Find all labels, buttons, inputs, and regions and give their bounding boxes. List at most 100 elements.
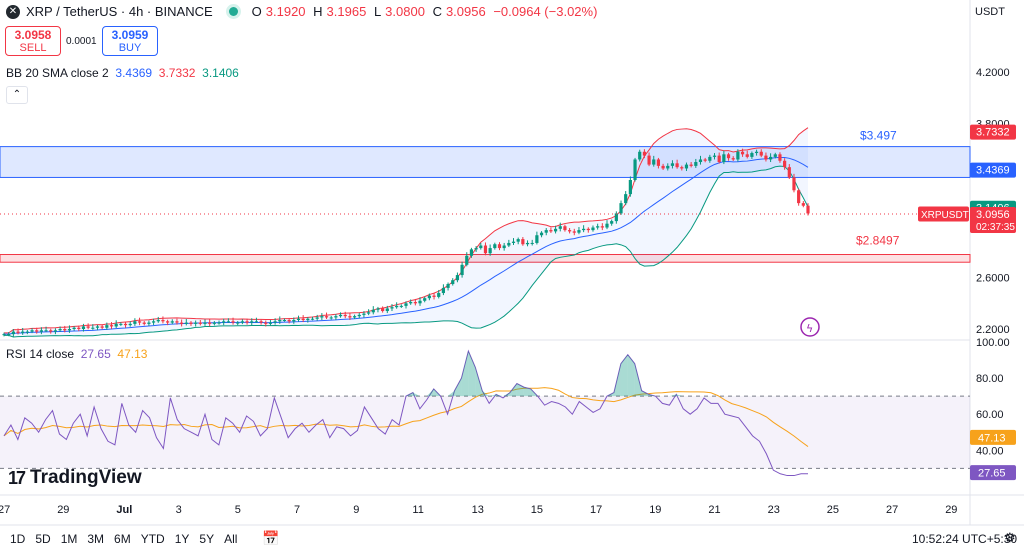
calendar-icon[interactable]: 📅 — [262, 530, 280, 546]
rsi-band — [0, 396, 970, 469]
candle — [240, 321, 244, 323]
candle — [605, 223, 609, 228]
rsi-overbought-fill — [620, 354, 628, 397]
candle — [324, 316, 329, 318]
candle — [614, 213, 618, 222]
candle — [511, 241, 516, 243]
rsi-overbought-fill — [634, 363, 642, 397]
candle — [521, 239, 525, 245]
candle — [535, 235, 539, 243]
candle — [750, 153, 754, 157]
rsi-overbought-fill — [475, 367, 483, 397]
candle — [282, 320, 287, 322]
time-tick: 27 — [886, 504, 898, 516]
timeframe-1y[interactable]: 1Y — [174, 532, 190, 546]
candle — [553, 228, 558, 232]
candle — [610, 221, 614, 224]
clock-readout[interactable]: 10:52:24 UTC+5:30 — [912, 532, 1018, 546]
rsi-overbought-fill — [648, 394, 656, 397]
candle — [652, 159, 656, 165]
candle — [437, 293, 441, 297]
candle — [259, 321, 263, 323]
sell-button[interactable]: 3.0958 SELL — [5, 26, 61, 56]
candle — [675, 163, 679, 168]
zone-0 — [0, 146, 971, 178]
timeframe-ytd[interactable]: YTD — [140, 532, 165, 546]
candle — [310, 318, 315, 320]
candle — [67, 329, 72, 331]
price-label: 3.7332 — [976, 127, 1010, 139]
candle — [371, 309, 375, 313]
candle — [81, 326, 86, 330]
candle — [203, 322, 207, 324]
candle — [586, 228, 590, 231]
candle — [694, 162, 698, 166]
candle — [147, 322, 151, 324]
candle — [773, 154, 777, 157]
timeframe-1m[interactable]: 1M — [60, 532, 78, 546]
bollinger-legend[interactable]: BB 20 SMA close 2 3.4369 3.7332 3.1406 — [6, 66, 239, 80]
candle — [395, 305, 399, 308]
candle — [123, 323, 128, 326]
rsi-tick: 100.00 — [976, 337, 1010, 349]
timeframe-all[interactable]: All — [224, 532, 238, 546]
timeframe-1d[interactable]: 1D — [10, 532, 26, 546]
time-tick: 25 — [827, 504, 839, 516]
candle — [376, 308, 380, 310]
rsi-line — [3, 349, 808, 477]
candle — [217, 322, 221, 324]
candle — [633, 159, 637, 181]
candle — [320, 316, 324, 318]
buy-button[interactable]: 3.0959 BUY — [102, 26, 158, 56]
time-tick: 17 — [590, 504, 602, 516]
candle — [105, 325, 109, 328]
candle — [184, 322, 188, 324]
candle — [137, 321, 142, 323]
candle — [568, 230, 572, 232]
candle — [95, 326, 100, 328]
rsi-legend[interactable]: RSI 14 close 27.65 47.13 — [6, 347, 148, 361]
timeframe-3m[interactable]: 3M — [87, 532, 105, 546]
rsi-overbought-fill — [412, 392, 420, 397]
candle — [334, 316, 338, 318]
candle — [367, 312, 371, 314]
candle — [806, 205, 810, 214]
candle — [413, 302, 417, 304]
candle — [670, 163, 675, 166]
candle — [563, 226, 567, 231]
currency-selector[interactable]: USDT — [975, 6, 1005, 18]
candle — [292, 320, 296, 322]
candle — [642, 151, 646, 156]
rsi-overbought-fill — [641, 390, 649, 397]
candle — [58, 329, 62, 331]
candle — [754, 151, 759, 154]
bollinger-lower-line — [4, 165, 809, 338]
timeframe-6m[interactable]: 6M — [114, 532, 131, 546]
candle — [44, 330, 48, 332]
candle — [502, 245, 506, 249]
timeframe-5y[interactable]: 5Y — [199, 532, 215, 546]
candle — [381, 308, 385, 312]
lightning-icon-glyph: ϟ — [806, 322, 813, 335]
gear-icon[interactable]: ⚙ — [1004, 530, 1016, 545]
symbol-title[interactable]: XRP / TetherUS · 4h · BINANCE — [26, 4, 213, 19]
zone-label-1: $2.8497 — [856, 234, 900, 248]
candle — [399, 305, 403, 307]
candle — [787, 167, 791, 178]
candle — [778, 154, 782, 161]
candle — [427, 295, 431, 299]
timeframe-5d[interactable]: 5D — [35, 532, 51, 546]
time-tick: 29 — [57, 504, 69, 516]
candle — [712, 155, 717, 157]
collapse-legend-button[interactable]: ⌃ — [6, 86, 28, 104]
rsi-overbought-fill — [516, 383, 524, 397]
candle — [226, 321, 230, 323]
candle — [418, 300, 422, 304]
candle — [278, 320, 282, 322]
rsi-overbought-fill — [406, 392, 413, 397]
candle — [133, 321, 137, 324]
candle — [2, 334, 6, 336]
candle — [600, 226, 604, 228]
candle — [348, 316, 352, 318]
